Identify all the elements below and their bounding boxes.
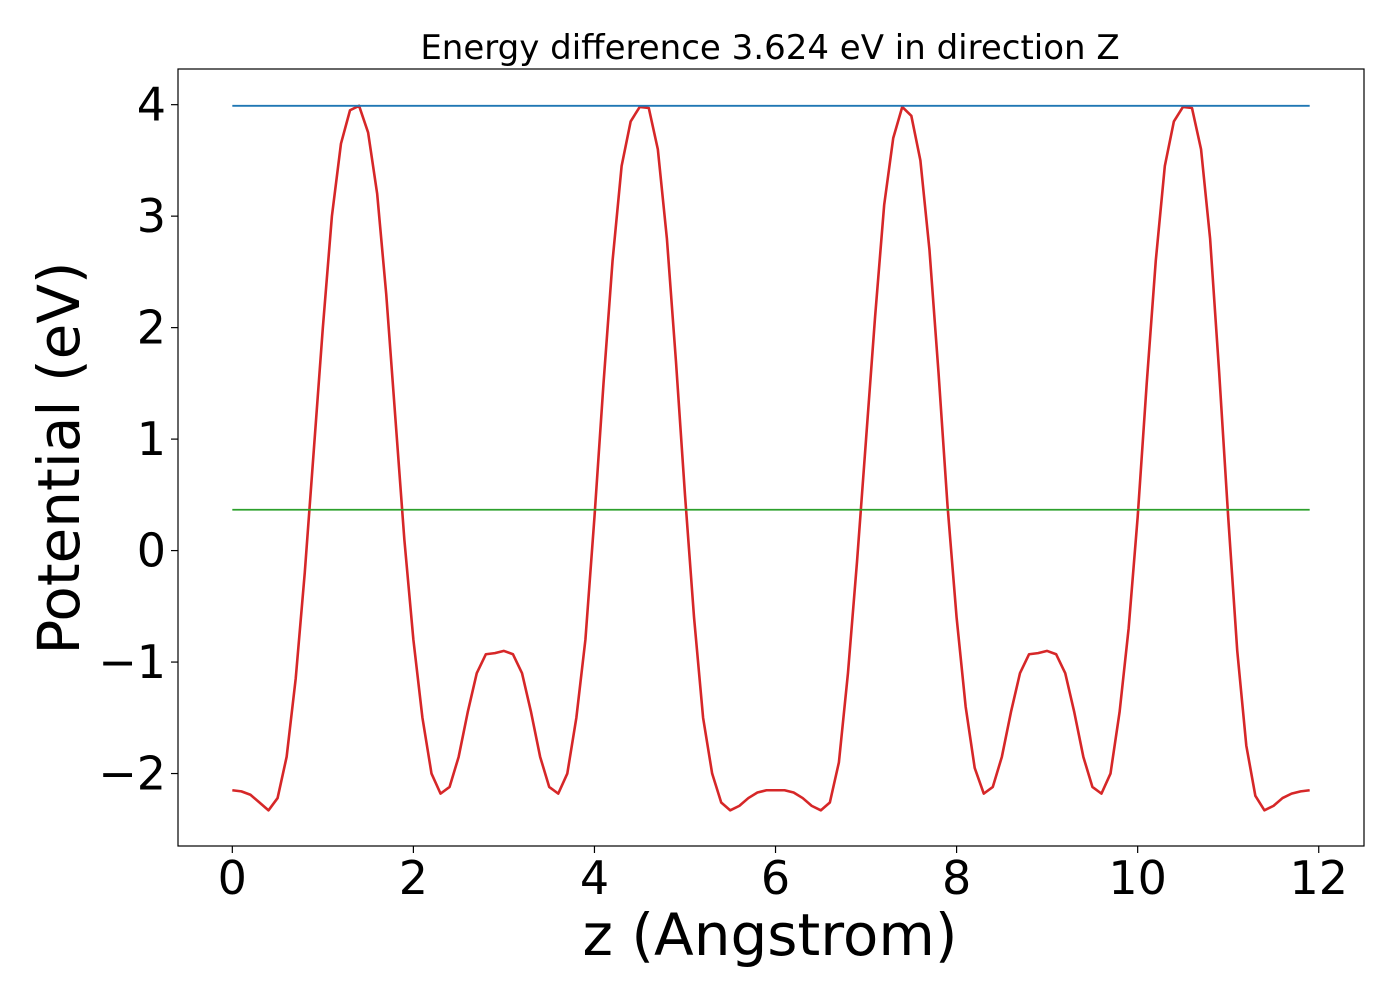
y-tick-label: 3 bbox=[137, 189, 166, 243]
y-tick-label: −2 bbox=[98, 747, 166, 801]
y-tick-label: −1 bbox=[98, 635, 166, 689]
x-tick-label: 4 bbox=[580, 851, 609, 905]
x-tick-label: 2 bbox=[399, 851, 428, 905]
y-axis: −2 −1 0 1 2 3 4 bbox=[98, 78, 178, 801]
y-axis-label: Potential (eV) bbox=[25, 261, 93, 654]
x-tick-label: 6 bbox=[761, 851, 790, 905]
chart-title: Energy difference 3.624 eV in direction … bbox=[420, 28, 1119, 68]
x-axis-label: z (Angstrom) bbox=[583, 901, 958, 969]
x-tick-label: 0 bbox=[218, 851, 247, 905]
x-tick-label: 12 bbox=[1289, 851, 1348, 905]
series-layer bbox=[232, 104, 1310, 812]
y-tick-label: 2 bbox=[137, 301, 166, 355]
plot-frame bbox=[177, 68, 1365, 847]
y-tick-label: 0 bbox=[137, 524, 166, 578]
x-axis: 0 2 4 6 8 10 12 bbox=[218, 846, 1348, 905]
series-line-1 bbox=[232, 104, 1310, 812]
x-tick-label: 10 bbox=[1108, 851, 1167, 905]
y-tick-label: 4 bbox=[137, 78, 166, 132]
x-tick-label: 8 bbox=[942, 851, 971, 905]
y-tick-label: 1 bbox=[137, 412, 166, 466]
